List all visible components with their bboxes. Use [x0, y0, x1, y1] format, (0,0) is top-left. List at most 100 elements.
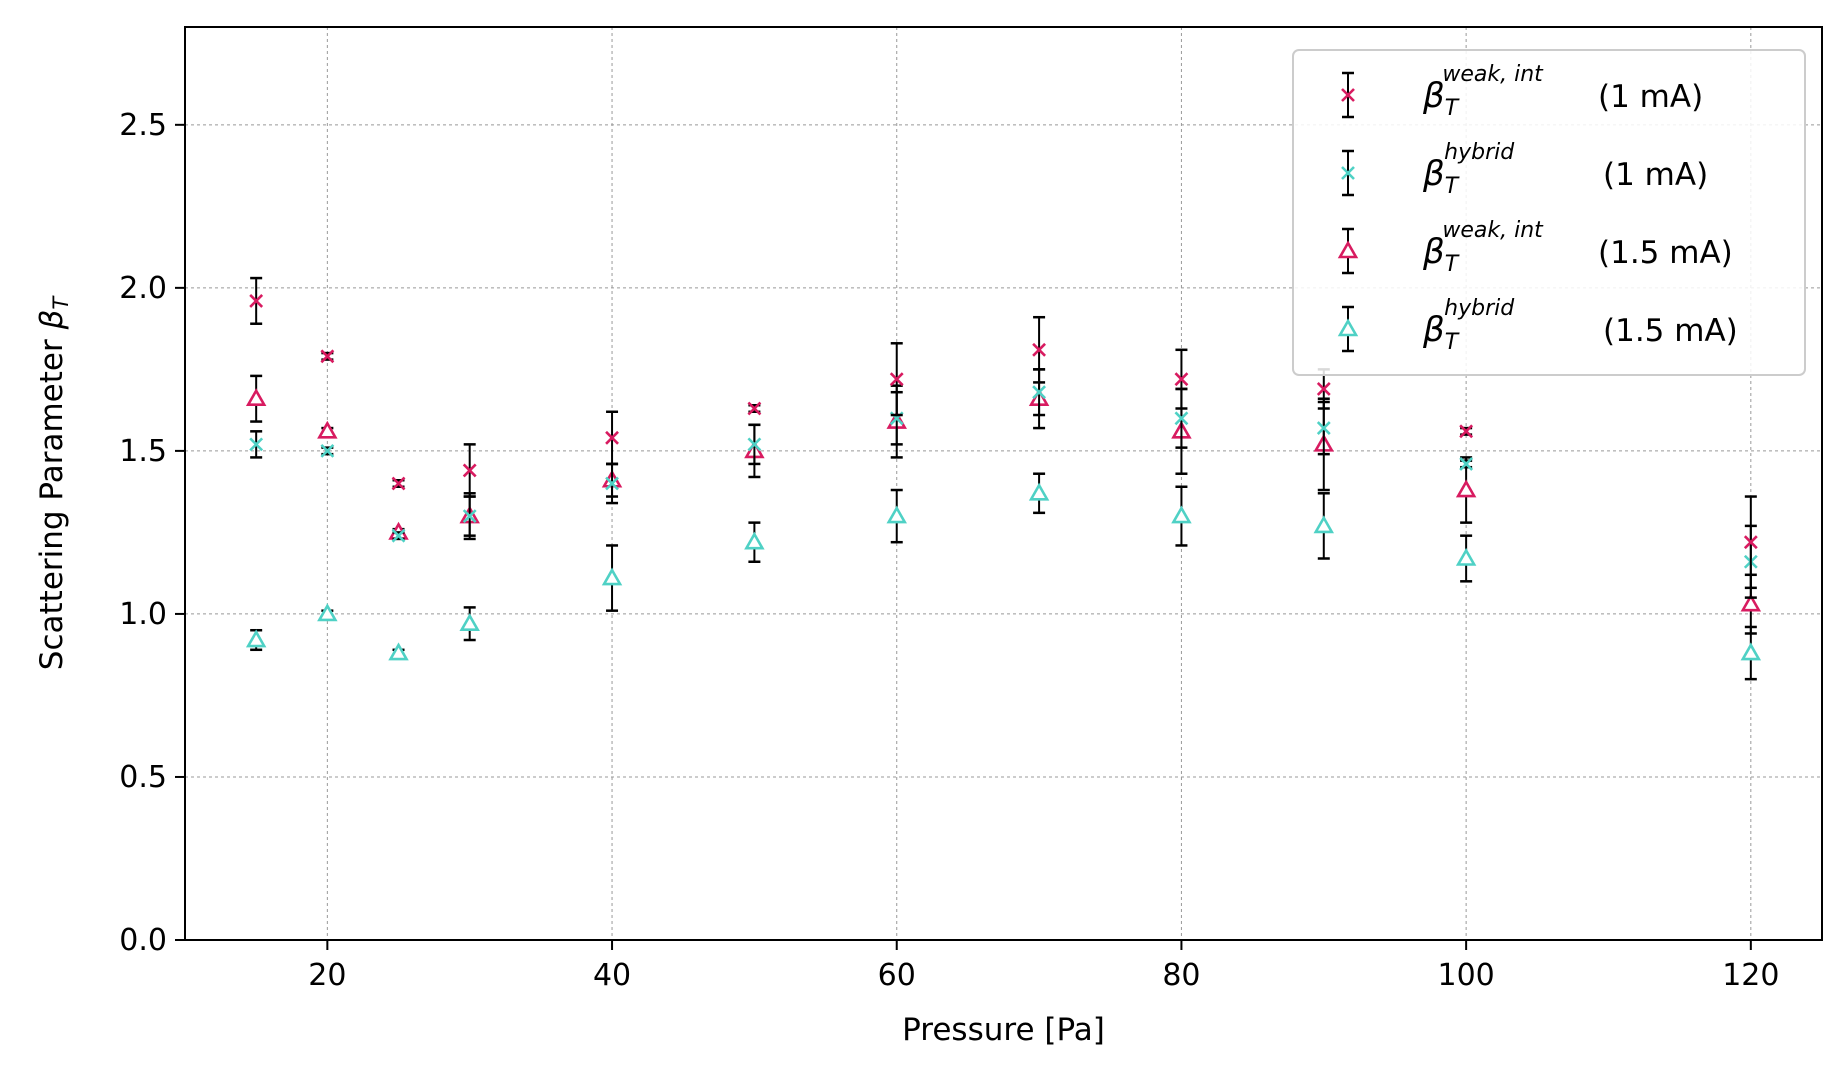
data-point: [601, 567, 623, 586]
marker-stroke: [1743, 535, 1758, 550]
data-point: [1174, 411, 1189, 426]
data-point: [1032, 342, 1047, 357]
x-tick-label: 80: [1162, 958, 1200, 993]
marker-stroke: [391, 476, 406, 491]
y-tick-label: 0.5: [119, 760, 167, 795]
marker-stroke: [1459, 457, 1474, 471]
legend-label-superscript: hybrid: [1444, 140, 1515, 165]
data-point: [1459, 424, 1474, 439]
y-axis-label-symbol: β: [34, 310, 70, 331]
y-axis-label: Scattering Parameter βT: [34, 295, 73, 671]
legend: βTweak, int(1 mA)βThybrid(1 mA)βTweak, i…: [1292, 49, 1806, 376]
legend-entry-1: βThybrid (1 mA): [1341, 140, 1708, 199]
series-3: [245, 472, 1762, 681]
data-point: [462, 509, 477, 524]
legend-label: βTweak, int (1 mA): [1422, 62, 1703, 121]
data-point: [744, 531, 765, 550]
data-point: [747, 401, 762, 416]
data-point: [462, 463, 477, 478]
legend-marker: [1337, 318, 1359, 337]
data-point: [388, 642, 409, 661]
marker-stroke: [1032, 342, 1047, 357]
marker-stroke: [605, 430, 619, 445]
series-0: [249, 276, 1758, 590]
legend-label-suffix: (1 mA): [1603, 157, 1708, 193]
legend-label-subscript: T: [1445, 330, 1460, 355]
data-point: [1313, 515, 1335, 534]
y-axis-label-subscript: T: [49, 295, 73, 310]
marker-stroke: [747, 437, 762, 452]
legend-label-suffix: (1 mA): [1598, 79, 1703, 115]
data-point: [317, 603, 338, 622]
data-point: [1740, 593, 1762, 612]
marker-stroke: [391, 528, 406, 543]
legend-entry-2: βTweak, int (1.5 mA): [1337, 218, 1733, 277]
legend-label-superscript: weak, int: [1442, 62, 1544, 87]
legend-entry-3: βThybrid (1.5 mA): [1337, 296, 1738, 355]
data-point: [1743, 535, 1758, 550]
legend-marker: [1337, 240, 1359, 259]
marker-stroke: [462, 463, 477, 478]
series-1: [249, 368, 1758, 599]
legend-label-symbol: β: [1422, 154, 1445, 194]
legend-label-superscript: hybrid: [1444, 296, 1515, 321]
legend-entry-0: βTweak, int (1 mA): [1341, 62, 1703, 121]
marker-stroke: [747, 401, 762, 416]
data-point: [1316, 421, 1331, 435]
legend-label-subscript: T: [1445, 252, 1460, 277]
data-point: [1171, 505, 1192, 524]
x-axis-label: Pressure [Pa]: [902, 1012, 1105, 1048]
marker-stroke: [1174, 411, 1189, 426]
y-tick-label: 1.0: [119, 597, 167, 632]
data-point: [889, 372, 904, 387]
marker-stroke: [1341, 166, 1355, 180]
marker-stroke: [1316, 382, 1331, 396]
x-tick-label: 100: [1437, 958, 1494, 993]
data-point: [391, 528, 406, 543]
series-2: [245, 368, 1762, 635]
data-point: [320, 443, 335, 458]
y-tick-label: 2.5: [119, 108, 167, 143]
data-point: [747, 437, 762, 452]
data-point: [391, 476, 406, 491]
x-tick-label: 20: [308, 958, 346, 993]
legend-label-suffix: (1.5 mA): [1603, 313, 1738, 349]
legend-label-suffix: (1.5 mA): [1598, 235, 1733, 271]
data-point: [459, 613, 480, 632]
data-point: [1455, 547, 1477, 566]
data-point: [245, 388, 267, 407]
marker-stroke: [462, 509, 477, 524]
legend-marker: [1341, 88, 1355, 102]
data-point: [1740, 642, 1762, 661]
y-axis-label-text: Scattering Parameter: [34, 329, 70, 670]
x-tick-label: 40: [593, 958, 631, 993]
data-point: [605, 476, 619, 491]
marker-stroke: [1316, 421, 1331, 435]
y-tick-label: 1.5: [119, 434, 167, 469]
y-tick-label: 0.0: [119, 923, 167, 958]
data-point: [1174, 372, 1189, 387]
data-point: [886, 505, 907, 524]
legend-label-subscript: T: [1445, 174, 1460, 199]
data-point: [249, 293, 264, 308]
legend-label-symbol: β: [1422, 310, 1445, 350]
data-point: [249, 437, 264, 452]
data-point: [605, 430, 619, 445]
data-point: [317, 420, 338, 439]
data-point: [245, 629, 267, 648]
data-point: [1459, 457, 1474, 471]
legend-label-superscript: weak, int: [1442, 218, 1544, 243]
legend-label-symbol: β: [1422, 232, 1445, 272]
x-tick-label: 120: [1722, 958, 1779, 993]
legend-label: βThybrid (1 mA): [1422, 140, 1708, 199]
y-tick-label: 2.0: [119, 271, 167, 306]
legend-label-symbol: β: [1422, 76, 1445, 116]
marker-stroke: [249, 293, 264, 308]
data-point: [1032, 385, 1047, 400]
marker-stroke: [320, 443, 335, 458]
data-point: [1455, 479, 1477, 498]
data-point: [1028, 482, 1050, 501]
legend-label: βThybrid (1.5 mA): [1422, 296, 1738, 355]
legend-label: βTweak, int (1.5 mA): [1422, 218, 1733, 277]
